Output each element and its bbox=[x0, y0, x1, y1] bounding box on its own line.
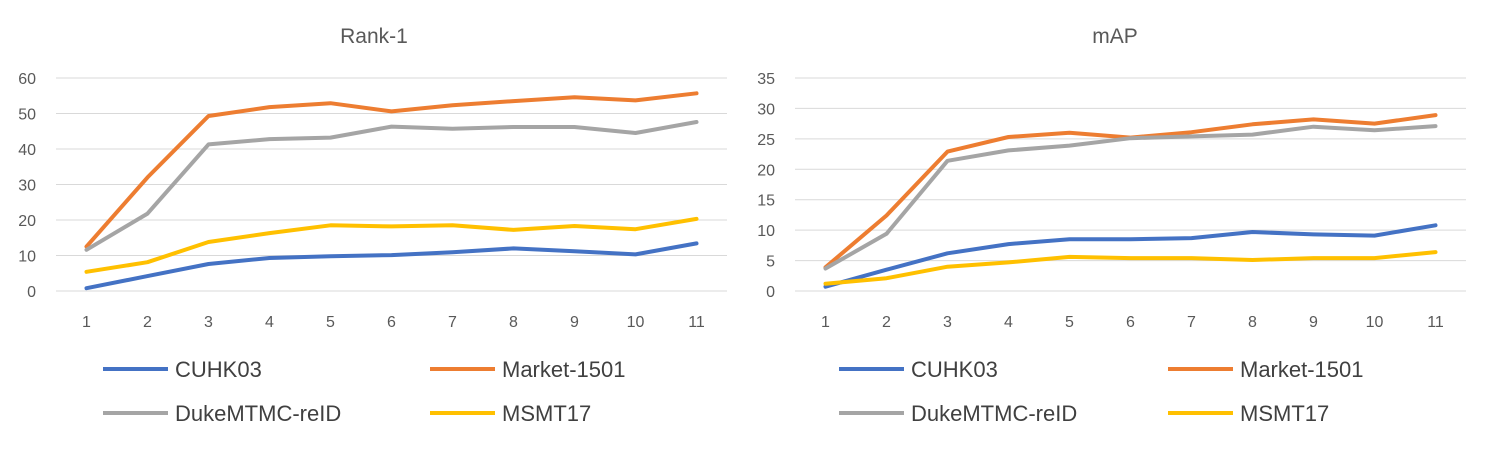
x-tick-label: 8 bbox=[1248, 314, 1257, 331]
legend-label: CUHK03 bbox=[175, 357, 262, 382]
x-tick-label: 2 bbox=[882, 314, 891, 331]
legend-label: Market-1501 bbox=[502, 357, 626, 382]
legend-label: CUHK03 bbox=[911, 357, 998, 382]
x-tick-label: 3 bbox=[943, 314, 952, 331]
x-tick-label: 9 bbox=[1309, 314, 1318, 331]
y-tick-label: 25 bbox=[757, 132, 775, 149]
series-line-msmt17 bbox=[84, 216, 699, 274]
series-line-market-1501 bbox=[84, 91, 699, 249]
chart-title: mAP bbox=[1092, 25, 1138, 48]
legend-item-market-1501: Market-1501 bbox=[1168, 357, 1364, 382]
legend-label: Market-1501 bbox=[1240, 357, 1364, 382]
x-tick-label: 11 bbox=[688, 314, 705, 331]
y-tick-label: 10 bbox=[18, 249, 36, 266]
y-tick-label: 0 bbox=[766, 284, 775, 301]
series-line-dukemtmc-reid bbox=[823, 124, 1438, 271]
legend-item-dukemtmc-reid: DukeMTMC-reID bbox=[103, 401, 341, 426]
y-tick-label: 20 bbox=[757, 162, 775, 179]
x-tick-label: 1 bbox=[82, 314, 91, 331]
series-line-dukemtmc-reid bbox=[84, 120, 699, 252]
x-tick-label: 5 bbox=[326, 314, 335, 331]
legend-label: DukeMTMC-reID bbox=[175, 401, 341, 426]
y-tick-label: 30 bbox=[18, 178, 36, 195]
chart-title: Rank-1 bbox=[340, 25, 408, 48]
x-tick-label: 1 bbox=[821, 314, 830, 331]
legend-label: MSMT17 bbox=[502, 401, 591, 426]
x-tick-label: 11 bbox=[1427, 314, 1444, 331]
y-tick-label: 15 bbox=[757, 193, 775, 210]
x-tick-label: 8 bbox=[509, 314, 518, 331]
y-tick-label: 30 bbox=[757, 101, 775, 118]
legend-item-msmt17: MSMT17 bbox=[1168, 401, 1329, 426]
legend-item-msmt17: MSMT17 bbox=[430, 401, 591, 426]
series-line-cuhk03 bbox=[823, 223, 1438, 289]
y-tick-label: 40 bbox=[18, 142, 36, 159]
legend-item-dukemtmc-reid: DukeMTMC-reID bbox=[839, 401, 1077, 426]
y-tick-label: 60 bbox=[18, 71, 36, 88]
x-tick-label: 7 bbox=[1187, 314, 1196, 331]
y-tick-label: 0 bbox=[27, 284, 36, 301]
x-tick-label: 9 bbox=[570, 314, 579, 331]
y-tick-label: 35 bbox=[757, 71, 775, 88]
x-tick-label: 5 bbox=[1065, 314, 1074, 331]
legend-item-cuhk03: CUHK03 bbox=[103, 357, 262, 382]
x-tick-label: 7 bbox=[448, 314, 457, 331]
y-tick-label: 50 bbox=[18, 107, 36, 124]
legend-item-cuhk03: CUHK03 bbox=[839, 357, 998, 382]
x-tick-label: 4 bbox=[1004, 314, 1013, 331]
y-tick-label: 10 bbox=[757, 223, 775, 240]
x-tick-label: 4 bbox=[265, 314, 274, 331]
chart-rank1: Rank-1 0 10 20 30 40 50 60 1 2 3 4 5 6 7 8 9 10 11 CUHK03 Ma… bbox=[18, 25, 727, 426]
legend-label: DukeMTMC-reID bbox=[911, 401, 1077, 426]
series-line-cuhk03 bbox=[84, 241, 699, 291]
legend-item-market-1501: Market-1501 bbox=[430, 357, 626, 382]
chart-map: mAP 0 5 10 15 20 25 30 35 1 2 3 4 5 6 7 8 9 10 11 CUHK03 Mark… bbox=[757, 25, 1466, 426]
series-line-msmt17 bbox=[823, 250, 1438, 286]
y-tick-label: 5 bbox=[766, 254, 775, 271]
x-tick-label: 3 bbox=[204, 314, 213, 331]
x-tick-label: 10 bbox=[1366, 314, 1384, 331]
x-tick-label: 6 bbox=[1126, 314, 1135, 331]
legend-label: MSMT17 bbox=[1240, 401, 1329, 426]
y-tick-label: 20 bbox=[18, 213, 36, 230]
x-tick-label: 2 bbox=[143, 314, 152, 331]
x-tick-label: 6 bbox=[387, 314, 396, 331]
x-tick-label: 10 bbox=[627, 314, 645, 331]
